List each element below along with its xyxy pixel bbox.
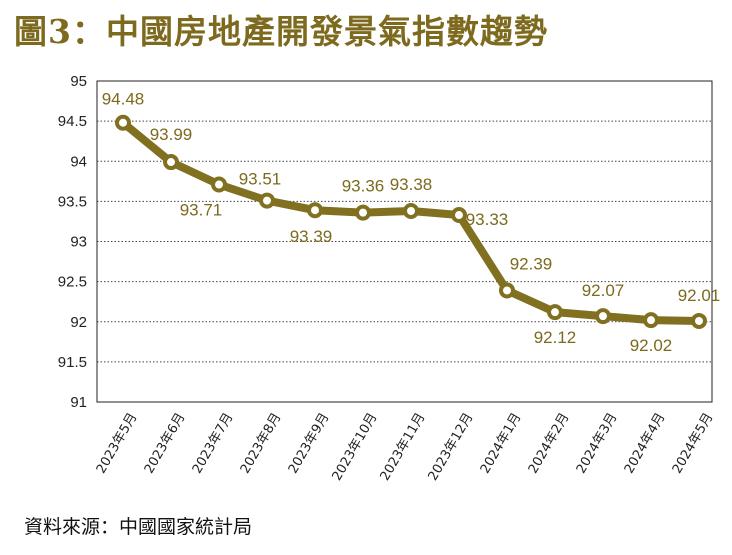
data-point: [355, 204, 371, 221]
data-point: [499, 282, 515, 299]
data-point: [115, 114, 131, 131]
data-label: 93.71: [180, 201, 223, 220]
x-tick-label: 2024年1月: [478, 411, 525, 477]
data-label: 93.99: [150, 125, 193, 144]
data-label: 93.51: [239, 170, 282, 189]
data-point: [163, 154, 179, 171]
x-tick-label: 2023年12月: [426, 411, 477, 484]
data-label: 93.33: [466, 210, 509, 229]
y-tick-label: 91.5: [58, 354, 87, 371]
line-chart: 91 91.5 92 92.5 93 93.5 94 94.5 95 2023年5月 2023年6…: [58, 73, 721, 484]
data-label: 93.39: [290, 227, 333, 246]
data-point: [259, 192, 275, 209]
data-point: [595, 308, 611, 325]
x-tick-label: 2024年4月: [622, 411, 669, 477]
data-point: [451, 207, 467, 224]
data-point: [547, 304, 563, 321]
x-axis-ticks: 2023年5月 2023年6月 2023年7月 2023年8月 2023年9月2023年…: [94, 411, 717, 484]
plot-frame: [96, 80, 713, 403]
y-tick-label: 92.5: [58, 274, 87, 291]
y-tick-label: 91: [70, 394, 87, 411]
data-label: 92.12: [534, 328, 577, 347]
y-tick-label: 92: [70, 314, 87, 331]
data-label: 93.36: [342, 177, 385, 196]
data-point: [211, 176, 227, 193]
y-tick-label: 94.5: [58, 113, 87, 130]
data-label: 93.38: [390, 175, 433, 194]
x-tick-label: 2023年11月: [378, 411, 429, 484]
data-label: 92.07: [582, 281, 625, 300]
data-labels: 94.48 93.99 93.71 93.51 93.39 93.36 93.38 93.33…: [102, 90, 721, 355]
x-tick-label: 2024年5月: [670, 411, 717, 477]
x-tick-label: 2023年9月: [286, 411, 333, 477]
y-tick-label: 95: [70, 73, 87, 90]
data-point: [691, 312, 707, 329]
x-tick-label: 2023年7月: [190, 411, 237, 477]
data-point: [643, 312, 659, 329]
x-tick-label: 2023年6月: [142, 411, 189, 477]
source-note: 資料來源：中國國家統計局: [24, 516, 253, 538]
x-tick-label: 2024年2月: [526, 411, 573, 477]
grid-lines: [97, 120, 712, 363]
data-points: [115, 114, 707, 329]
x-tick-label: 2023年8月: [238, 411, 285, 477]
x-tick-label: 2024年3月: [574, 411, 621, 477]
chart-title: 圖3：中國房地產開發景氣指數趨勢: [14, 12, 548, 51]
data-label: 92.01: [678, 286, 721, 305]
data-label: 92.39: [510, 254, 553, 273]
y-tick-label: 93: [70, 234, 87, 251]
data-label: 92.02: [630, 336, 673, 355]
x-tick-label: 2023年5月: [94, 411, 141, 477]
data-label: 94.48: [102, 90, 145, 109]
data-point: [403, 203, 419, 220]
y-tick-label: 93.5: [58, 193, 87, 210]
x-tick-label: 2023年10月: [330, 411, 381, 484]
y-axis-ticks: 91 91.5 92 92.5 93 93.5 94 94.5 95: [58, 73, 87, 411]
data-point: [307, 202, 323, 219]
y-tick-label: 94: [70, 153, 87, 170]
